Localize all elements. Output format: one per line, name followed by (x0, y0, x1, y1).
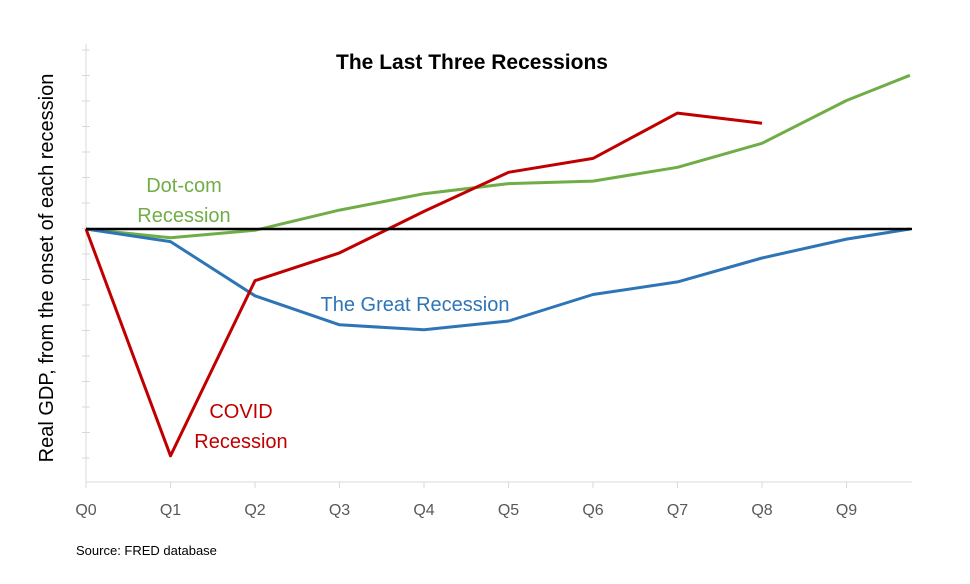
x-tick-label: Q0 (75, 502, 96, 519)
x-tick-label: Q4 (413, 502, 434, 519)
axes: Q0 Q1 Q2 Q3 Q4 Q5 Q6 Q7 Q8 Q9 (75, 44, 912, 519)
x-tick-label: Q7 (667, 502, 688, 519)
source-note: Source: FRED database (76, 543, 217, 558)
series-line-covid-recession (84, 111, 763, 458)
chart-title: The Last Three Recessions (336, 51, 608, 74)
x-tick-label: Q1 (160, 502, 181, 519)
x-tick-label: Q6 (582, 502, 603, 519)
series-line-the-great-recession (85, 227, 911, 332)
y-axis-label: Real GDP, from the onset of each recessi… (36, 74, 58, 463)
series-annotation: COVID (209, 401, 272, 423)
series-annotation: Recession (194, 431, 287, 453)
series-line-dot-com-recession (85, 73, 911, 240)
series-annotation: Dot-com (146, 175, 222, 197)
series-annotations: Dot-com Recession The Great Recession COVID… (137, 175, 509, 453)
series-annotation: The Great Recession (321, 294, 510, 316)
x-tick-label: Q9 (836, 502, 857, 519)
series-annotation: Recession (137, 205, 230, 227)
series-layer (84, 73, 912, 458)
x-tick-label: Q8 (751, 502, 772, 519)
x-tick-label: Q5 (498, 502, 519, 519)
x-tick-label: Q2 (244, 502, 265, 519)
x-tick-label: Q3 (329, 502, 350, 519)
